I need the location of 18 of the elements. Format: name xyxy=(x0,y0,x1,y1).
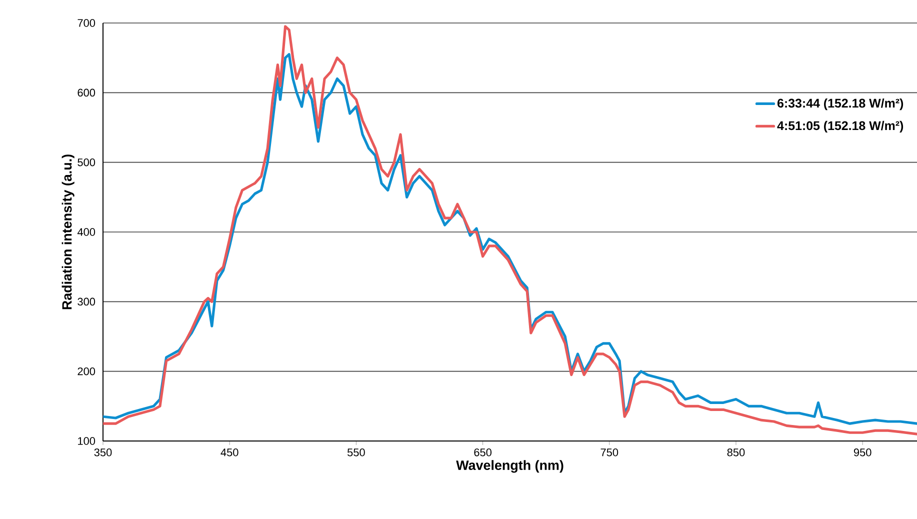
x-tick-label: 350 xyxy=(94,448,112,456)
x-tick-label: 650 xyxy=(474,448,492,456)
y-tick-label: 100 xyxy=(78,437,96,445)
x-axis-title: Wavelength (nm) xyxy=(456,460,564,473)
x-tick-label: 950 xyxy=(854,448,872,456)
y-axis-title: Radiation intensity (a.u.) xyxy=(62,154,74,310)
legend-label: 4:51:05 (152.18 W/m²) xyxy=(777,120,904,133)
y-tick-label: 700 xyxy=(78,19,96,27)
y-tick-label: 300 xyxy=(78,298,96,306)
y-tick-label: 400 xyxy=(77,228,96,236)
x-tick-label: 850 xyxy=(727,448,745,456)
y-tick-label: 200 xyxy=(78,367,96,376)
legend-label: 6:33:44 (152.18 W/m²) xyxy=(777,98,904,110)
y-tick-label: 600 xyxy=(78,88,96,97)
y-tick-label: 500 xyxy=(78,158,96,166)
x-tick-label: 750 xyxy=(600,448,618,456)
x-tick-label: 550 xyxy=(347,448,365,456)
x-tick-label: 450 xyxy=(220,448,238,456)
